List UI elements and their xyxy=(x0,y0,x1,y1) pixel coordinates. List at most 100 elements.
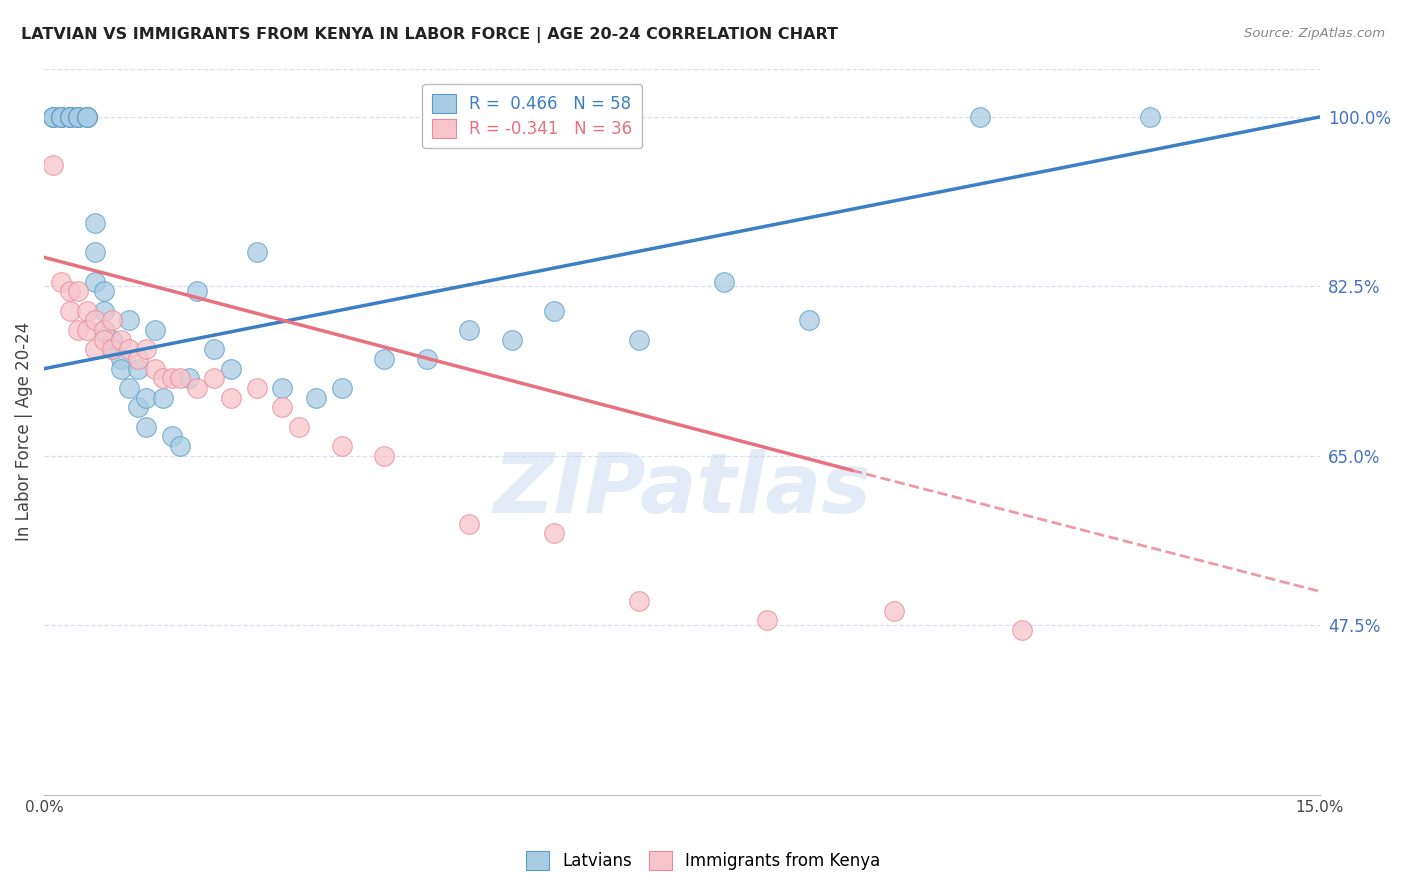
Point xyxy=(101,313,124,327)
Point xyxy=(330,381,353,395)
Point xyxy=(543,303,565,318)
Point xyxy=(118,343,141,357)
Point xyxy=(330,439,353,453)
Point xyxy=(143,361,166,376)
Point xyxy=(59,303,82,318)
Point xyxy=(127,361,149,376)
Point xyxy=(76,110,98,124)
Point xyxy=(67,323,90,337)
Point xyxy=(186,284,208,298)
Point xyxy=(416,351,439,366)
Point xyxy=(543,526,565,541)
Point xyxy=(76,110,98,124)
Point xyxy=(160,371,183,385)
Point xyxy=(799,313,821,327)
Point xyxy=(135,343,157,357)
Point xyxy=(110,351,132,366)
Point xyxy=(127,401,149,415)
Legend: R =  0.466   N = 58, R = -0.341   N = 36: R = 0.466 N = 58, R = -0.341 N = 36 xyxy=(422,84,643,148)
Point xyxy=(59,110,82,124)
Point xyxy=(93,303,115,318)
Point xyxy=(59,110,82,124)
Point xyxy=(118,381,141,395)
Point xyxy=(628,333,651,347)
Point xyxy=(135,391,157,405)
Point xyxy=(305,391,328,405)
Point xyxy=(76,323,98,337)
Point xyxy=(755,614,778,628)
Point xyxy=(177,371,200,385)
Point xyxy=(271,381,294,395)
Point xyxy=(501,333,523,347)
Point xyxy=(76,303,98,318)
Point xyxy=(49,110,72,124)
Point xyxy=(1011,623,1033,637)
Point xyxy=(59,284,82,298)
Point xyxy=(110,333,132,347)
Point xyxy=(101,343,124,357)
Point xyxy=(67,284,90,298)
Text: ZIPatlas: ZIPatlas xyxy=(494,450,870,530)
Point xyxy=(76,110,98,124)
Point xyxy=(49,110,72,124)
Point xyxy=(1139,110,1161,124)
Point xyxy=(118,313,141,327)
Point xyxy=(59,110,82,124)
Point xyxy=(160,429,183,443)
Point xyxy=(271,401,294,415)
Point xyxy=(373,449,395,463)
Point xyxy=(152,391,174,405)
Point xyxy=(41,158,63,172)
Point xyxy=(67,110,90,124)
Point xyxy=(127,351,149,366)
Point xyxy=(41,110,63,124)
Point xyxy=(152,371,174,385)
Point xyxy=(288,419,311,434)
Point xyxy=(373,351,395,366)
Point xyxy=(219,361,242,376)
Point xyxy=(49,110,72,124)
Point xyxy=(458,323,481,337)
Point xyxy=(101,343,124,357)
Point xyxy=(110,361,132,376)
Point xyxy=(59,110,82,124)
Point xyxy=(67,110,90,124)
Point xyxy=(202,343,225,357)
Point xyxy=(143,323,166,337)
Point xyxy=(84,275,107,289)
Point xyxy=(84,216,107,230)
Point xyxy=(67,110,90,124)
Y-axis label: In Labor Force | Age 20-24: In Labor Force | Age 20-24 xyxy=(15,322,32,541)
Point xyxy=(458,516,481,531)
Point xyxy=(246,381,269,395)
Point xyxy=(59,110,82,124)
Point xyxy=(202,371,225,385)
Text: LATVIAN VS IMMIGRANTS FROM KENYA IN LABOR FORCE | AGE 20-24 CORRELATION CHART: LATVIAN VS IMMIGRANTS FROM KENYA IN LABO… xyxy=(21,27,838,43)
Point xyxy=(76,110,98,124)
Point xyxy=(219,391,242,405)
Point xyxy=(84,313,107,327)
Point xyxy=(135,419,157,434)
Point xyxy=(969,110,991,124)
Point xyxy=(713,275,735,289)
Point xyxy=(84,245,107,260)
Legend: Latvians, Immigrants from Kenya: Latvians, Immigrants from Kenya xyxy=(519,844,887,877)
Point xyxy=(67,110,90,124)
Point xyxy=(49,275,72,289)
Point xyxy=(169,371,191,385)
Point xyxy=(186,381,208,395)
Point xyxy=(93,323,115,337)
Point xyxy=(41,110,63,124)
Point xyxy=(93,284,115,298)
Point xyxy=(628,594,651,608)
Point xyxy=(101,333,124,347)
Point xyxy=(93,333,115,347)
Point xyxy=(246,245,269,260)
Point xyxy=(169,439,191,453)
Point xyxy=(93,323,115,337)
Text: Source: ZipAtlas.com: Source: ZipAtlas.com xyxy=(1244,27,1385,40)
Point xyxy=(84,343,107,357)
Point xyxy=(41,110,63,124)
Point xyxy=(883,604,905,618)
Point xyxy=(49,110,72,124)
